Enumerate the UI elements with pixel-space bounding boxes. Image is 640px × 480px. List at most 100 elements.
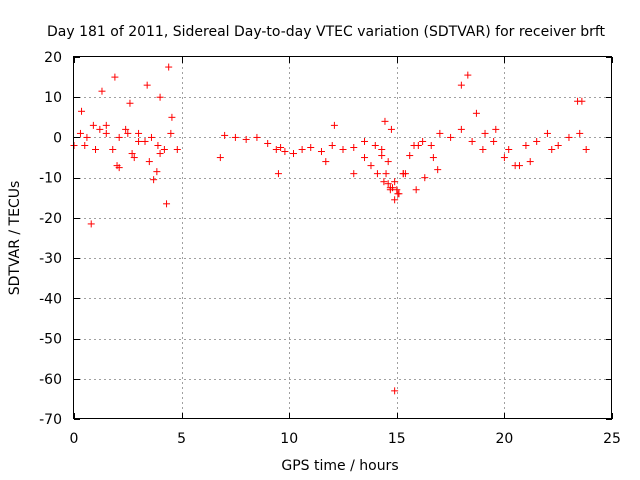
data-point <box>492 125 500 133</box>
x-tick-label: 0 <box>70 431 79 447</box>
x-tick-label: 25 <box>603 431 621 447</box>
data-point <box>253 133 261 141</box>
data-point <box>481 129 489 137</box>
data-point <box>554 141 562 149</box>
data-point <box>221 131 229 139</box>
data-point <box>83 133 91 141</box>
data-point <box>124 129 132 137</box>
data-point <box>130 154 138 162</box>
data-point <box>382 170 390 178</box>
data-point <box>421 174 429 182</box>
data-point <box>548 146 556 154</box>
data-point <box>387 125 395 133</box>
data-point <box>490 137 498 145</box>
data-point <box>367 162 375 170</box>
data-point <box>145 158 153 166</box>
data-point <box>216 154 224 162</box>
data-point <box>330 121 338 129</box>
data-point <box>399 170 407 178</box>
x-tick-label: 20 <box>495 431 513 447</box>
data-point <box>350 170 358 178</box>
data-point <box>92 146 100 154</box>
data-point <box>565 133 573 141</box>
data-point <box>102 129 110 137</box>
data-point <box>96 125 104 133</box>
x-tick-label: 5 <box>177 431 186 447</box>
data-point <box>135 129 143 137</box>
data-point <box>533 137 541 145</box>
data-point <box>582 146 590 154</box>
data-point <box>378 146 386 154</box>
data-point <box>102 121 110 129</box>
data-point <box>141 137 149 145</box>
data-point <box>156 150 164 158</box>
data-point <box>515 162 523 170</box>
data-point <box>165 63 173 71</box>
data-point <box>384 180 392 188</box>
data-point <box>307 144 315 151</box>
data-point <box>361 137 369 145</box>
data-point <box>322 158 330 166</box>
data-point <box>457 81 465 89</box>
data-point <box>173 146 181 154</box>
y-tick-label: 0 <box>53 130 62 146</box>
data-point <box>429 154 437 162</box>
y-axis-label: SDTVAR / TECUs <box>7 181 23 296</box>
data-point <box>391 387 399 395</box>
data-point <box>98 87 106 95</box>
data-point <box>274 170 282 178</box>
data-point <box>242 135 250 143</box>
data-point <box>381 117 389 125</box>
data-point <box>384 158 392 166</box>
data-point <box>87 220 95 228</box>
data-point <box>447 133 455 141</box>
data-point <box>380 178 388 186</box>
data-point <box>522 141 530 149</box>
data-point <box>154 141 162 149</box>
y-tick-label: -60 <box>39 372 62 388</box>
data-point <box>464 71 472 79</box>
y-tick-label: 20 <box>44 50 62 66</box>
data-point <box>371 141 379 149</box>
data-point <box>78 107 86 115</box>
data-point <box>350 144 358 151</box>
data-point <box>434 166 442 174</box>
x-tick-label: 15 <box>388 431 406 447</box>
y-tick-label: -50 <box>39 332 62 348</box>
data-point <box>147 133 155 141</box>
data-point <box>500 154 508 162</box>
data-point <box>457 125 465 133</box>
gridlines <box>74 57 613 420</box>
y-tick-label: -20 <box>39 211 62 227</box>
data-point <box>412 186 420 194</box>
data-point <box>281 148 289 156</box>
data-point <box>393 186 401 194</box>
y-tick-label: 10 <box>44 90 62 106</box>
data-point <box>153 168 161 176</box>
data-point <box>391 178 399 186</box>
data-point <box>505 146 513 154</box>
data-point <box>167 129 175 137</box>
data-point <box>373 170 381 178</box>
data-point <box>436 129 444 137</box>
data-point <box>394 190 402 198</box>
data-point <box>264 139 272 147</box>
data-point <box>122 125 130 133</box>
data-point <box>578 97 586 105</box>
y-tick-label: -30 <box>39 251 62 267</box>
data-point <box>391 196 399 204</box>
y-tick-label: -70 <box>39 412 62 428</box>
data-point <box>576 129 584 137</box>
data-point <box>143 81 151 89</box>
data-point <box>135 137 143 145</box>
data-point <box>89 121 97 129</box>
data-point <box>76 129 84 137</box>
data-point <box>111 73 119 81</box>
data-point <box>272 146 280 154</box>
data-point <box>109 146 117 154</box>
data-point <box>113 162 121 170</box>
data-point <box>298 146 306 154</box>
data-point <box>468 137 476 145</box>
data-point <box>163 200 171 208</box>
data-point <box>361 154 369 162</box>
